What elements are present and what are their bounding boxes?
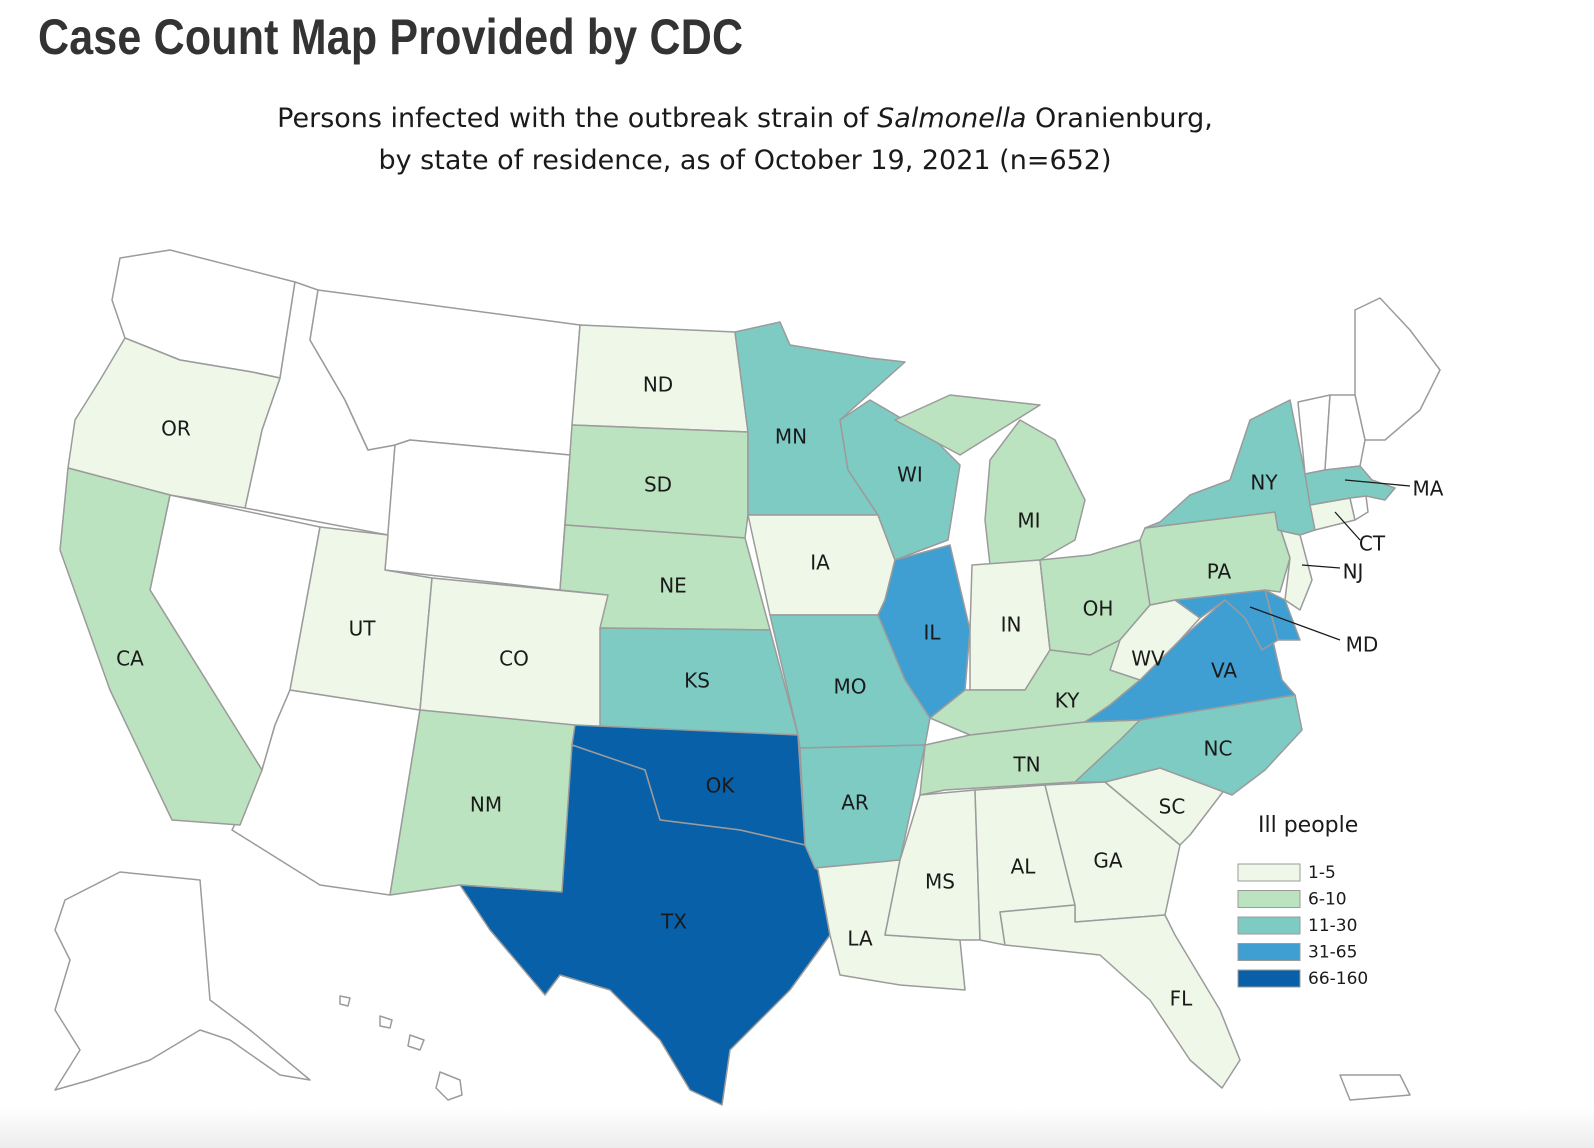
state-label-ia: IA [810,551,830,575]
map-title-italic: Salmonella [877,103,1027,134]
state-label-ky: KY [1055,689,1080,713]
leader-nj [1301,564,1341,569]
state-label-oh: OH [1083,597,1114,621]
leader-ct [1334,511,1361,541]
legend-label: 31-65 [1308,943,1357,963]
state-ny [1144,399,1316,536]
state-label-ar: AR [841,791,869,815]
state-de [1264,589,1301,641]
state-fl [999,904,1241,1089]
state-label-pa: PA [1207,560,1232,584]
state-nh [1324,394,1366,471]
state-label-mn: MN [775,425,807,449]
state-label-ne: NE [659,574,687,598]
state-label-la: LA [847,927,873,951]
state-label-in: IN [1001,613,1022,637]
state-label-sc: SC [1159,795,1186,819]
legend-swatch [1237,943,1301,961]
state-mi [894,394,1086,566]
legend-label: 1-5 [1308,863,1336,883]
leader-md [1249,606,1341,641]
state-label-md: MD [1346,633,1379,657]
map-title: Persons infected with the outbreak strai… [0,98,1490,182]
state-hi-islands [339,995,425,1051]
legend-swatch [1237,863,1301,882]
state-label-tn: TN [1012,753,1040,777]
state-label-wi: WI [897,463,923,487]
state-label-ks: KS [684,669,710,693]
state-label-ca: CA [116,647,144,671]
state-label-nj: NJ [1343,560,1364,584]
state-nc [1074,694,1303,796]
state-label-or: OR [161,417,191,441]
state-label-ny: NY [1250,471,1278,495]
state-label-ok: OK [706,774,736,798]
state-label-il: IL [923,621,941,645]
legend-swatch [1237,916,1301,935]
legend-label: 6-10 [1308,890,1347,910]
state-sd [564,424,749,539]
state-me [1354,297,1441,441]
map-title-line-2: by state of residence, as of October 19,… [378,145,1112,176]
state-label-mi: MI [1017,509,1040,533]
map-title-text-a: Persons infected with the outbreak strai… [277,103,878,134]
state-label-ga: GA [1093,849,1122,873]
state-label-sd: SD [644,473,672,497]
state-label-al: AL [1011,855,1037,879]
state-label-nc: NC [1204,737,1233,761]
map-title-line-1: Persons infected with the outbreak strai… [0,98,1490,140]
map-legend: Ill people 1-5 6-10 11-30 31-65 66-160 [1237,813,1368,989]
state-label-ut: UT [349,617,377,641]
page-heading: Case Count Map Provided by CDC [38,9,744,65]
state-label-mo: MO [834,675,867,699]
state-label-ct: CT [1359,532,1386,556]
state-label-fl: FL [1170,987,1194,1011]
state-ak [54,871,311,1091]
state-label-ms: MS [925,870,955,894]
state-label-tx: TX [660,910,687,934]
legend-label: 11-30 [1308,916,1357,936]
state-ca [59,467,263,826]
map-title-text-b: Oranienburg, [1026,103,1213,134]
state-wi [839,399,961,561]
bottom-fade [0,1108,1594,1148]
state-or [67,337,281,509]
state-label-nm: NM [470,793,502,817]
state-pr [1339,1074,1411,1101]
state-label-wv: WV [1131,647,1165,671]
state-label-co: CO [499,647,529,671]
legend-title: Ill people [1258,813,1358,838]
state-ma [1304,465,1396,506]
state-tx [459,744,831,1106]
state-hi [435,1071,463,1101]
leader-ma [1344,479,1411,487]
state-label-ma: MA [1413,477,1444,501]
state-labels: OR CA UT CO NM ND SD NE KS OK TX MN IA MO AR LA WI IL MI IN… [116,373,1444,1011]
legend-swatch [1237,969,1301,988]
state-wy [384,439,571,591]
state-label-nd: ND [643,373,673,397]
state-label-va: VA [1211,659,1237,683]
legend-swatch [1237,890,1301,908]
legend-label: 66-160 [1308,969,1368,989]
